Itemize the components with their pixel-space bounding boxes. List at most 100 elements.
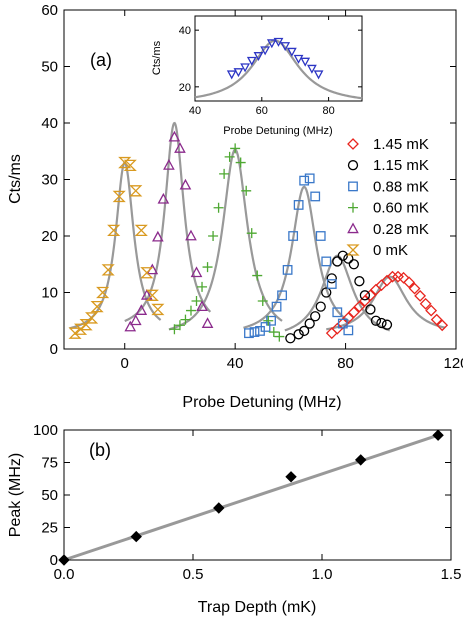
panel-a-data-point [107,224,121,236]
panel-a-data-point [321,256,332,267]
inset-data-point [313,70,324,80]
panel-a-ytick-label: 60 [41,2,58,19]
panel-a-data-point [196,300,208,312]
panel-a-data-point [299,325,310,337]
panel-a-data-point [370,315,382,326]
inset-data-point [266,39,277,49]
panel-a-data-point [145,289,159,301]
panel-a-data-point [241,185,252,196]
panel-a-data-point [124,320,137,332]
panel-a-data-point [73,323,88,335]
panel-a-data-point [342,312,355,324]
panel-b-fit-line [63,433,439,562]
legend-marker-1 [347,160,359,171]
panel-a-data-point [163,159,175,170]
panel-a-data-point [326,273,337,284]
inset-axes: 40 60 80 20 40 [179,16,362,117]
panel-a-data-points [68,130,449,344]
panel-a-data-point [157,192,170,204]
inset-data-point [280,42,291,52]
panel-b-ytick-label: 75 [41,455,58,472]
panel-b-ytick-label: 100 [33,422,58,439]
peak-vs-depth-fit-line [63,433,439,562]
panel-a-data-point [347,306,360,319]
inset-data-point [246,56,257,66]
panel-a-data-point [288,231,299,241]
inset-background [195,16,362,101]
panel-a-data-point [304,318,315,329]
panel-a-data-point [315,231,326,241]
panel-b-data-points [58,429,444,566]
panel-a-data-point [185,305,196,316]
inset-xtick-label: 80 [322,105,334,117]
panel-a-data-point [85,312,99,324]
inset-data-point [293,54,304,64]
panel-b-data-point [354,454,367,466]
panel-b-ytick-label: 50 [41,487,58,504]
panel-a-ytick-label: 10 [41,285,58,302]
panel-a-data-point [90,300,104,313]
panel-a-fit-curve-0 [326,275,446,331]
panel-b-data-point [58,554,70,566]
panel-a-data-point [299,175,310,186]
panel-a-data-point [293,329,304,340]
panel-a-data-point [408,282,421,295]
panel-a-data-point [235,157,246,168]
panel-b-xtick-label: 0.0 [54,566,75,583]
panel-a-data-point [336,317,349,330]
panel-b-xlabel: Trap Depth (mK) [198,599,317,616]
panel-a-data-point [282,264,293,275]
panel-b-data-point [213,502,225,514]
inset-data-points [226,37,324,80]
panel-a-data-point [419,297,432,310]
inset-data-point [307,64,317,74]
inset-data-point [233,68,244,78]
panel-a-data-point [304,173,315,184]
panel-a-fit-curve-2 [243,185,352,329]
panel-a-xtick-label: 80 [337,355,354,372]
panel-a-data-point [168,130,181,142]
panel-a-data-point [293,200,304,210]
inset-data-point [253,52,264,62]
panel-a-ytick-label: 40 [41,115,58,132]
panel-a-data-point [123,159,137,172]
inset-chart: 40 60 80 20 40 Cts/ms Probe Detuning (MHz) [151,15,363,137]
inset-data-point [260,46,271,56]
panel-a-data-point [271,301,282,312]
panel-a-data-point [135,304,148,315]
panel-a-data-point [185,229,197,241]
panel-a-data-point [201,317,214,328]
panel-a-data-point [358,295,371,307]
panel-a-data-point [332,307,343,318]
panel-a-data-point [376,317,387,329]
inset-xtick-label: 60 [256,105,268,117]
panel-a-data-point [96,286,110,299]
legend-marker-5 [346,244,360,256]
legend-marker-2 [348,181,358,192]
panel-a-xlabel: Probe Detuning (MHz) [182,394,341,411]
panel-a-data-point [151,303,165,316]
panel-a-data-point [246,228,257,239]
panel-a-data-point [202,262,213,273]
panel-a-xtick-label: 120 [443,355,463,372]
panel-a-data-point [112,190,126,203]
panel-a-fit-curve-4 [124,121,212,323]
panel-a-data-point [436,319,449,332]
panel-a-data-point [244,328,254,339]
panel-b-xtick-label: 1.0 [312,566,333,583]
panel-a-data-point [381,319,393,330]
panel-a-data-point [257,295,268,306]
inset-ytick-label: 40 [179,25,191,37]
panel-a-data-point [68,327,82,339]
panel-a-data-point [274,331,285,342]
panel-a-data-point [277,290,287,301]
panel-a-data-point [179,178,192,190]
legend-marker-3 [348,202,358,213]
legend-label-3: 0.60 mK [373,200,429,217]
panel-a-data-point [230,143,241,154]
inset-data-point [286,47,297,57]
panel-b-data-point [130,530,142,543]
panel-a-data-point [386,270,399,283]
legend-marker-0 [347,138,359,150]
panel-a-data-point [285,333,296,344]
